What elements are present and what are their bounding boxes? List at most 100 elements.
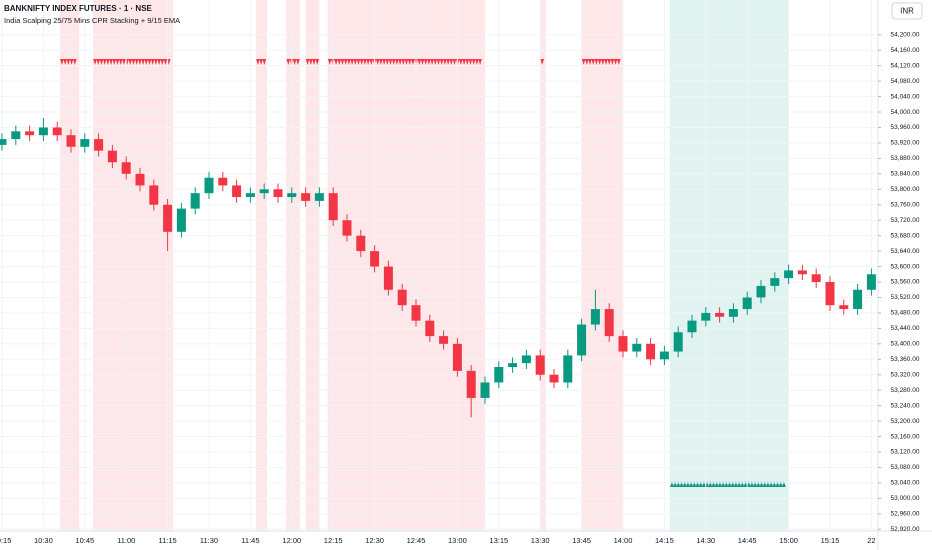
candle-body [107,150,117,163]
x-tick-label: 15:15 [821,536,840,545]
candle-body [756,285,766,298]
candle-body [659,351,669,360]
bearish-zone [540,0,546,531]
candle-body [163,204,173,232]
candle-body [673,332,683,352]
y-tick-label: 53,000.00 [891,495,920,502]
candle-body [646,343,656,360]
candle-body [452,343,462,371]
candle-body [0,139,7,145]
currency-button[interactable] [891,2,923,20]
candle-body [563,355,573,383]
candle-body [383,266,393,290]
x-tick-label: 12:30 [365,536,384,545]
y-tick-label: 53,520.00 [891,294,920,301]
candle-body [232,185,242,198]
x-tick-label: 10:45 [75,536,94,545]
x-tick-label: 11:00 [117,536,135,545]
candle-body [521,355,531,364]
x-tick-label: 14:30 [696,536,715,545]
y-tick-label: 53,840.00 [891,171,920,178]
signal-markers [670,481,786,487]
y-tick-label: 53,640.00 [891,248,920,255]
y-tick-label: 54,200.00 [891,31,920,38]
candle-body [342,220,352,236]
candle-body [687,320,697,333]
y-tick-label: 53,880.00 [891,155,920,162]
candle-body [176,208,186,232]
y-tick-label: 53,720.00 [891,217,920,224]
candle-body [94,139,104,151]
y-tick-label: 54,120.00 [891,62,920,69]
x-tick-label: 12:00 [282,536,301,545]
y-tick-label: 53,920.00 [891,140,920,147]
candle-body [66,135,76,147]
candle-body [370,251,380,267]
candle-body [618,336,628,352]
candle-body [273,189,283,198]
candle-body [425,320,435,337]
x-tick-label: 13:30 [531,536,550,545]
signal-markers [256,59,267,65]
candle-body [190,193,200,209]
y-tick-label: 53,800.00 [891,186,920,193]
candle-body [701,312,711,321]
signal-markers [305,59,319,65]
x-tick-label: 14:00 [614,536,633,545]
candle-body [25,131,35,136]
candle-body [439,336,449,344]
indicator-name: India Scalping 25/75 Mins CPR Stacking +… [4,16,180,25]
candle-body [204,177,214,194]
y-tick-label: 54,080.00 [891,78,920,85]
y-tick-label: 52,960.00 [891,511,920,518]
candle-body [494,367,504,383]
y-tick-label: 53,280.00 [891,387,920,394]
candle-body [811,274,821,283]
y-tick-label: 53,200.00 [891,418,920,425]
candle-body [784,270,794,279]
candle-body [149,185,159,205]
bearish-zone [286,0,301,531]
signal-markers [286,59,300,65]
x-tick-label: 22 [867,536,875,545]
candle-body [825,282,835,306]
signal-markers [93,59,171,65]
x-tick-label: 13:15 [489,536,508,545]
y-tick-label: 53,120.00 [891,449,920,456]
candle-body [839,305,849,310]
bearish-zone [255,0,267,531]
candle-body [411,305,421,321]
y-tick-label: 53,960.00 [891,124,920,131]
currency[interactable]: INR [900,7,914,16]
y-tick-label: 53,760.00 [891,201,920,208]
y-tick-label: 53,480.00 [891,310,920,317]
x-tick-label: 13:00 [448,536,467,545]
x-tick-label: 13:45 [572,536,591,545]
bullish-zone [669,0,789,531]
signal-markers [581,59,621,65]
chart-title: BANKNIFTY INDEX FUTURES · 1 · NSE [4,4,153,13]
candle-body [38,127,48,136]
bearish-zone [305,0,320,531]
candle-body [577,324,587,356]
candle-body [287,193,297,198]
candle-body [604,309,614,337]
x-tick-label: 12:15 [324,536,343,545]
x-tick-label: 11:30 [200,536,218,545]
candle-body [770,278,780,286]
y-tick-label: 53,600.00 [891,263,920,270]
y-tick-label: 53,680.00 [891,232,920,239]
candle-body [853,289,863,310]
y-tick-label: 53,240.00 [891,402,920,409]
signal-markers [60,59,77,65]
y-tick-label: 53,440.00 [891,325,920,332]
candle-body [259,189,269,194]
x-tick-label: 11:45 [241,536,259,545]
candle-body [632,343,642,352]
bearish-zone [59,0,80,531]
x-tick-label: 14:45 [738,536,757,545]
candle-body [715,312,725,317]
candle-body [742,297,752,310]
y-tick-label: 53,360.00 [891,356,920,363]
